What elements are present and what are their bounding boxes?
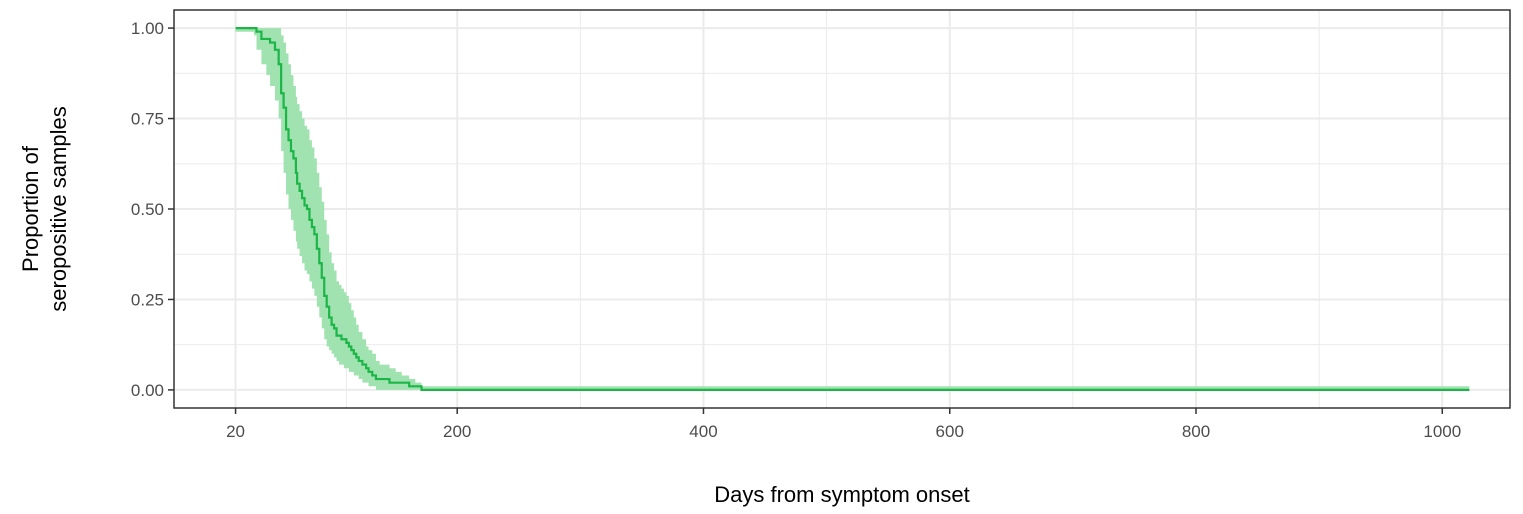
series-line-layer bbox=[235, 26, 1470, 392]
x-axis-title: Days from symptom onset bbox=[714, 482, 970, 507]
y-tick-label: 1.00 bbox=[131, 19, 164, 38]
y-tick-label: 0.50 bbox=[131, 200, 164, 219]
x-tick-label: 200 bbox=[443, 422, 471, 441]
y-tick-label: 0.00 bbox=[131, 381, 164, 400]
y-axis-title-line-1: Proportion of bbox=[18, 145, 43, 272]
x-tick-label: 1000 bbox=[1423, 422, 1461, 441]
x-tick-label: 600 bbox=[936, 422, 964, 441]
x-tick-label: 20 bbox=[226, 422, 245, 441]
y-axis-title-line-2: seropositive samples bbox=[46, 106, 71, 311]
x-tick-label: 800 bbox=[1182, 422, 1210, 441]
survival-line bbox=[235, 26, 1470, 392]
y-tick-label: 0.75 bbox=[131, 110, 164, 129]
y-axis-ticks: 0.00 0.25 0.50 0.75 1.00 bbox=[131, 19, 174, 400]
x-axis-ticks: 20 200 400 600 800 1000 bbox=[226, 408, 1461, 441]
confidence-band bbox=[235, 28, 1470, 390]
confidence-band-layer bbox=[235, 28, 1470, 390]
x-tick-label: 400 bbox=[689, 422, 717, 441]
y-tick-label: 0.25 bbox=[131, 290, 164, 309]
grid-major bbox=[174, 10, 1510, 408]
